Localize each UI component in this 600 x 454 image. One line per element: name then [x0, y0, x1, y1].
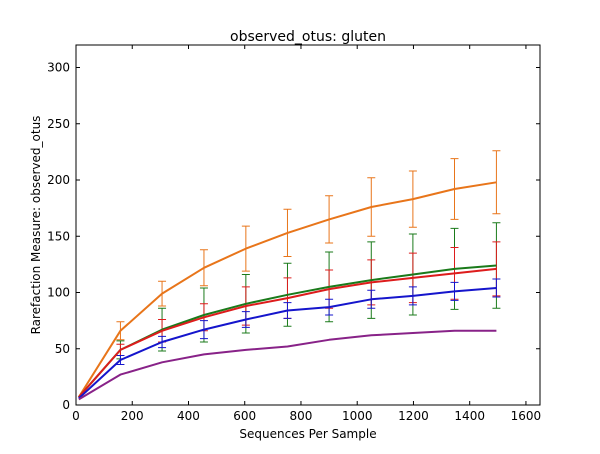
- x-tick-label: 800: [290, 409, 313, 423]
- x-tick-label: 200: [121, 409, 144, 423]
- x-tick-label: 600: [233, 409, 256, 423]
- x-tick-label: 1200: [398, 409, 429, 423]
- x-tick-label: 0: [72, 409, 80, 423]
- series-line-5: [78, 329, 497, 401]
- y-tick-label: 100: [47, 286, 70, 300]
- y-axis-ticks: 0 50 100 150 200 250 300: [47, 61, 540, 412]
- y-axis-label: Rarefaction Measure: observed_otus: [29, 116, 43, 335]
- x-axis-label: Sequences Per Sample: [239, 427, 376, 441]
- y-tick-label: 0: [62, 398, 70, 412]
- error-bars: [116, 150, 501, 365]
- y-tick-label: 300: [47, 61, 70, 75]
- x-tick-label: 400: [177, 409, 200, 423]
- series-line-4: [78, 287, 497, 400]
- x-axis-ticks: 0 200 400 600 800 1000 1200 1400 1600: [72, 45, 541, 423]
- series-line-1: [77, 181, 497, 398]
- x-tick-label: 1000: [342, 409, 373, 423]
- y-tick-label: 50: [55, 342, 70, 356]
- y-tick-label: 150: [47, 229, 70, 243]
- series-lines: [77, 181, 497, 401]
- plot-frame: [75, 44, 541, 406]
- chart-title: observed_otus: gluten: [230, 29, 386, 45]
- x-tick-label: 1600: [511, 409, 542, 423]
- y-tick-label: 250: [47, 117, 70, 131]
- series-line-3: [78, 267, 497, 398]
- y-tick-label: 200: [47, 173, 70, 187]
- x-tick-label: 1400: [454, 409, 485, 423]
